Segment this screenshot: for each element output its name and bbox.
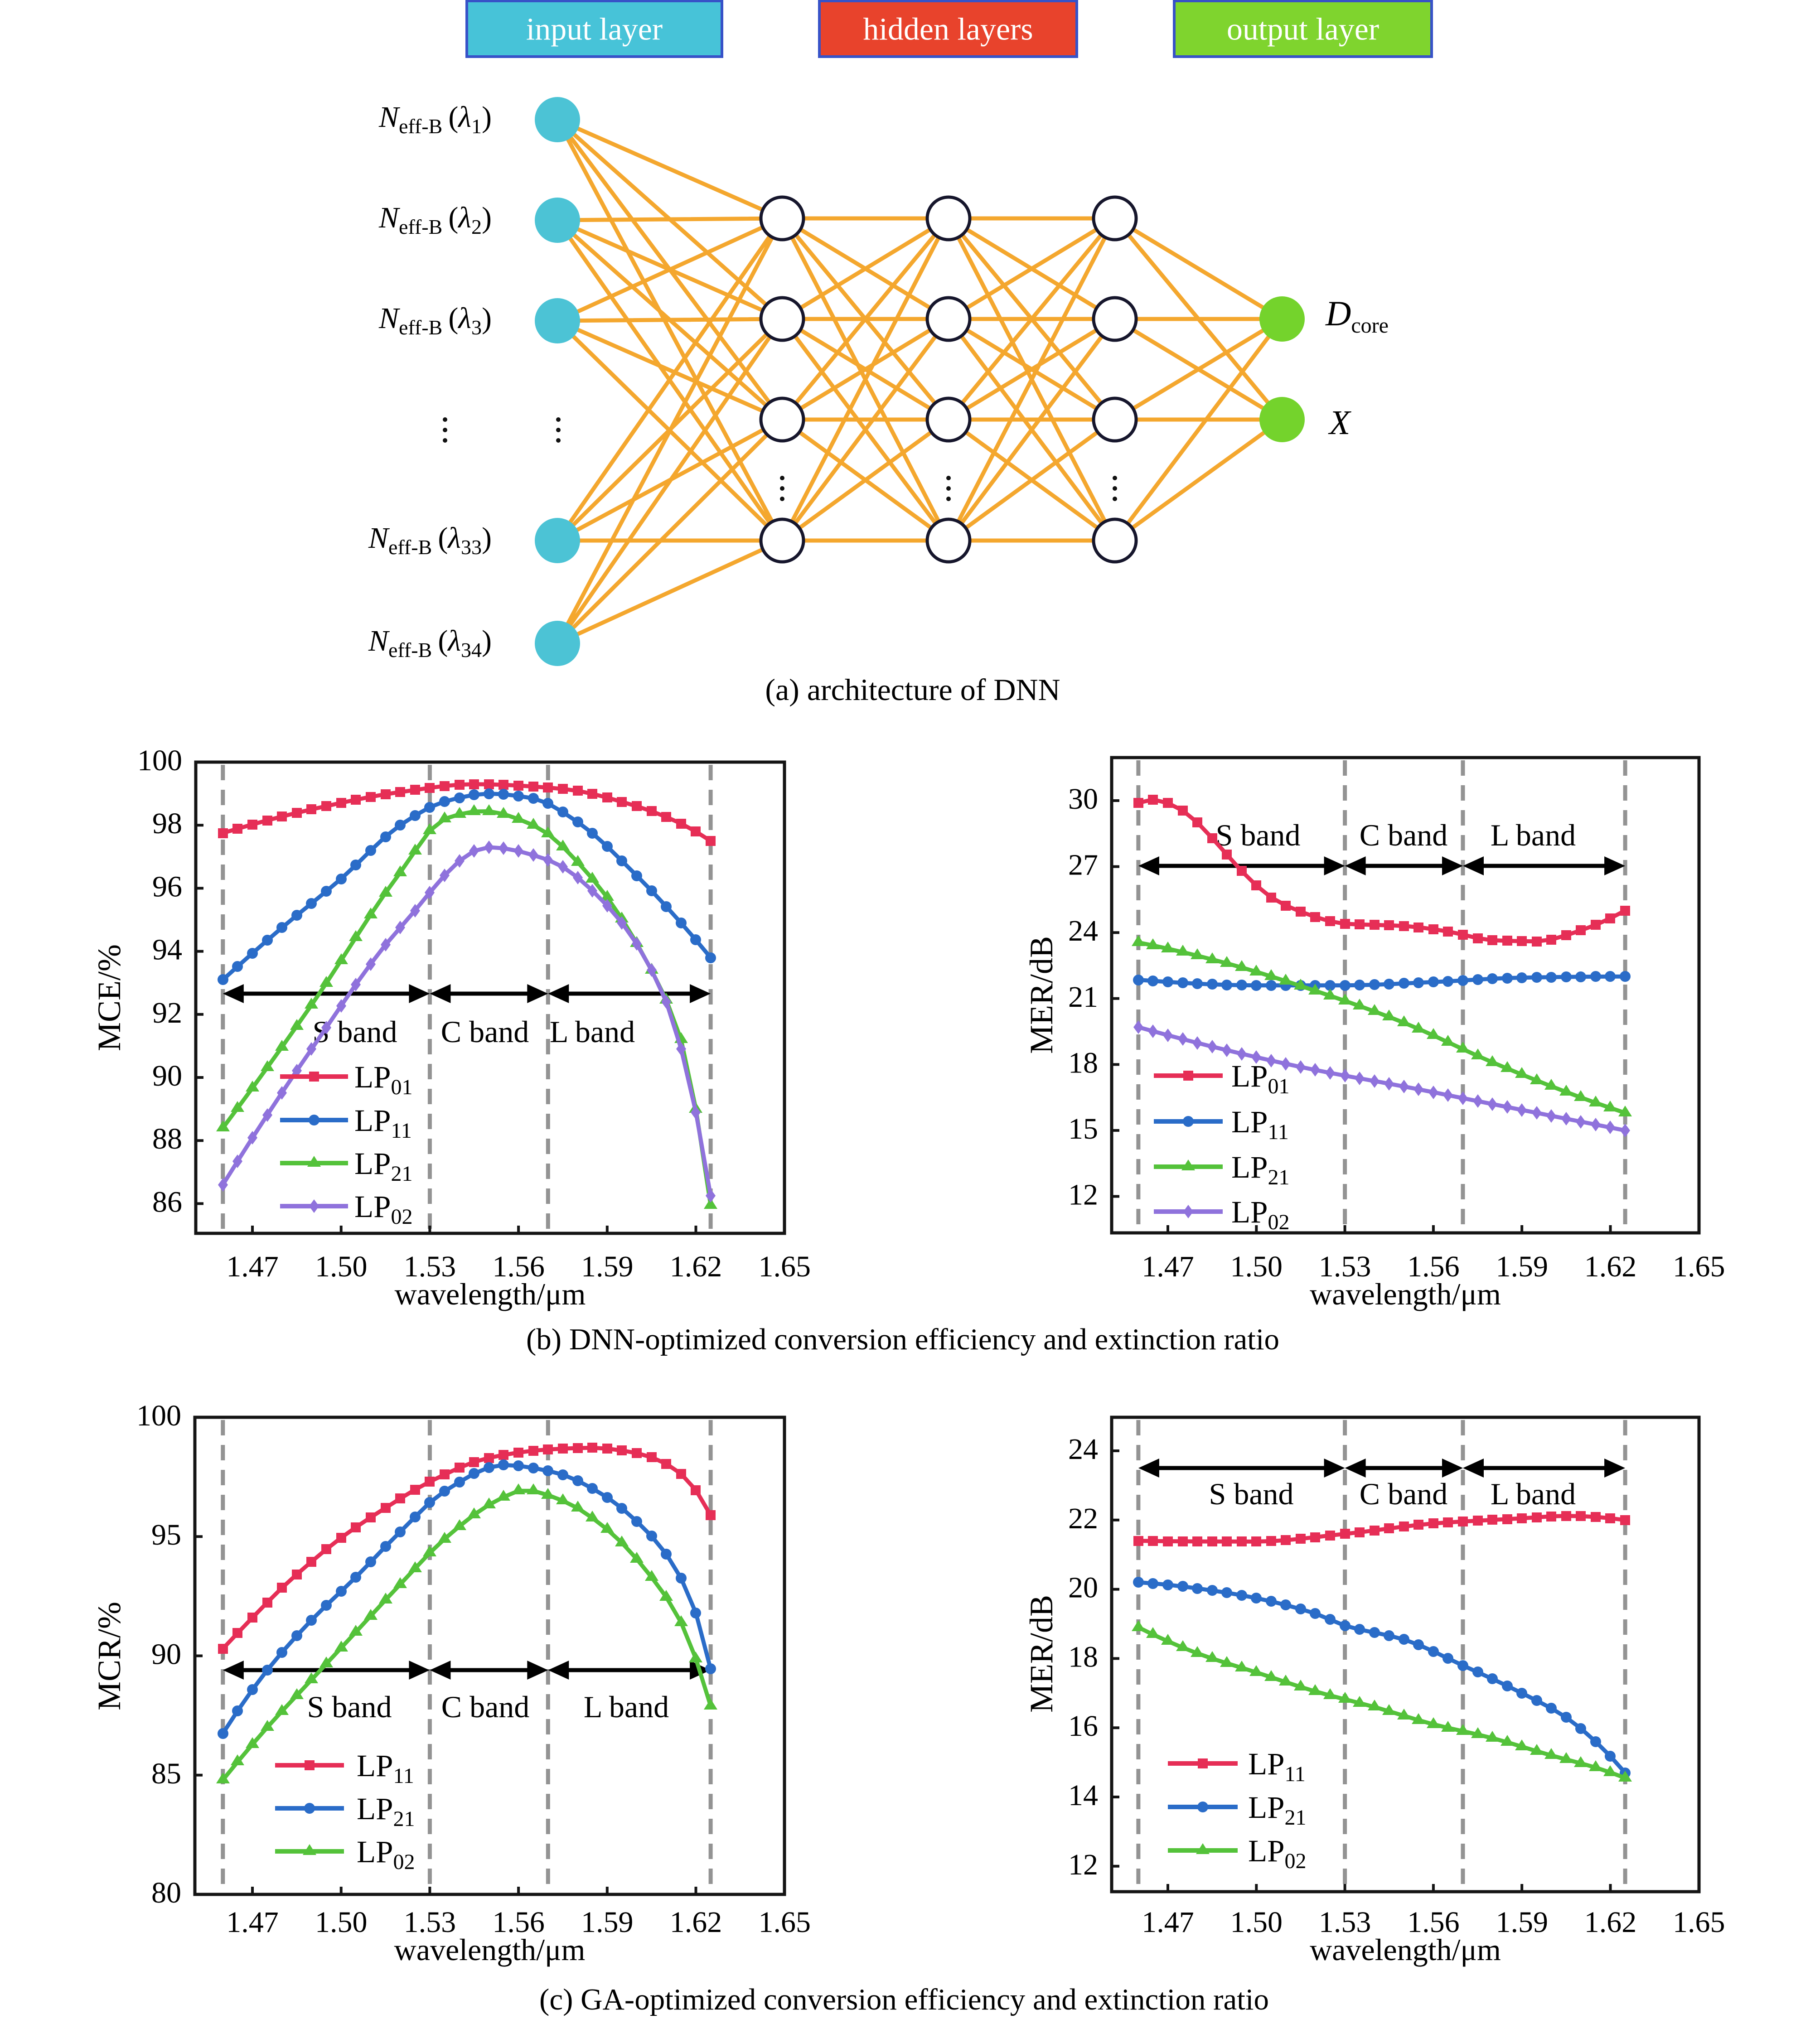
svg-text:output layer: output layer [1227, 12, 1379, 47]
svg-text:L band: L band [1491, 1477, 1576, 1511]
svg-text:22: 22 [1068, 1502, 1098, 1535]
svg-text:(c) GA-optimized conversion ef: (c) GA-optimized conversion efficiency a… [539, 1983, 1269, 2016]
svg-text:1.50: 1.50 [1230, 1906, 1283, 1939]
svg-text:1.56: 1.56 [1407, 1250, 1460, 1283]
svg-text:1.59: 1.59 [1496, 1250, 1548, 1283]
svg-text:1.53: 1.53 [1319, 1250, 1371, 1283]
svg-text:1.53: 1.53 [1319, 1906, 1371, 1939]
svg-text:30: 30 [1068, 782, 1098, 816]
svg-text:1.53: 1.53 [404, 1250, 456, 1283]
svg-text:1.56: 1.56 [492, 1906, 545, 1939]
svg-text:86: 86 [152, 1185, 182, 1218]
svg-text:1.47: 1.47 [1142, 1906, 1194, 1939]
svg-text:88: 88 [152, 1122, 182, 1155]
svg-text:LP02: LP02 [354, 1189, 413, 1229]
svg-text:1.65: 1.65 [758, 1906, 811, 1939]
svg-text:hidden layers: hidden layers [863, 12, 1033, 47]
svg-text:80: 80 [151, 1876, 181, 1909]
svg-text:20: 20 [1068, 1571, 1098, 1604]
svg-text:1.62: 1.62 [1584, 1250, 1637, 1283]
svg-text:S band: S band [1216, 818, 1301, 852]
svg-text:1.50: 1.50 [1230, 1250, 1283, 1283]
svg-text:1.59: 1.59 [581, 1906, 634, 1939]
svg-text:MCR/%: MCR/% [91, 1602, 127, 1710]
svg-text:C band: C band [1360, 1477, 1448, 1511]
svg-text:1.62: 1.62 [670, 1250, 722, 1283]
svg-text:MCE/%: MCE/% [91, 944, 127, 1051]
svg-text:C band: C band [441, 1014, 529, 1049]
svg-text:(b) DNN-optimized conversion e: (b) DNN-optimized conversion efficiency … [526, 1323, 1279, 1356]
svg-text:1.50: 1.50 [315, 1906, 368, 1939]
svg-text:85: 85 [151, 1757, 181, 1790]
svg-text:1.47: 1.47 [226, 1906, 279, 1939]
svg-text:1.62: 1.62 [670, 1906, 722, 1939]
svg-text:12: 12 [1068, 1848, 1098, 1881]
svg-text:S band: S band [1209, 1477, 1294, 1511]
svg-text:12: 12 [1068, 1179, 1098, 1212]
svg-text:15: 15 [1068, 1112, 1098, 1145]
svg-text:Neff-B (λ3): Neff-B (λ3) [378, 302, 492, 339]
svg-text:1.56: 1.56 [1407, 1906, 1460, 1939]
svg-text:C band: C band [441, 1690, 530, 1724]
svg-text:wavelength/μm: wavelength/μm [1310, 1277, 1501, 1311]
svg-text:18: 18 [1068, 1640, 1098, 1673]
svg-text:18: 18 [1068, 1046, 1098, 1079]
svg-text:1.47: 1.47 [1142, 1250, 1194, 1283]
svg-text:wavelength/μm: wavelength/μm [394, 1932, 586, 1967]
svg-text:C band: C band [1360, 818, 1448, 852]
svg-text:1.50: 1.50 [315, 1250, 368, 1283]
svg-text:94: 94 [152, 933, 182, 966]
svg-text:96: 96 [152, 870, 182, 903]
svg-text:1.65: 1.65 [1673, 1906, 1725, 1939]
svg-text:21: 21 [1068, 981, 1098, 1014]
svg-text:1.59: 1.59 [581, 1250, 634, 1283]
svg-text:MER/dB: MER/dB [1023, 1595, 1060, 1713]
svg-text:100: 100 [137, 744, 182, 777]
svg-text:Neff-B (λ33): Neff-B (λ33) [368, 522, 492, 559]
svg-text:L band: L band [584, 1690, 669, 1724]
svg-text:1.59: 1.59 [1496, 1906, 1548, 1939]
svg-text:S band: S band [307, 1690, 392, 1724]
svg-text:90: 90 [152, 1059, 182, 1092]
svg-text:L band: L band [550, 1014, 635, 1049]
svg-text:1.47: 1.47 [226, 1250, 279, 1283]
svg-text:1.65: 1.65 [758, 1250, 811, 1283]
svg-text:(a) architecture of DNN: (a) architecture of DNN [765, 672, 1060, 707]
svg-text:98: 98 [152, 807, 182, 840]
svg-text:1.62: 1.62 [1584, 1906, 1637, 1939]
svg-text:27: 27 [1068, 849, 1098, 882]
svg-text:95: 95 [151, 1518, 181, 1551]
svg-text:Neff-B (λ34): Neff-B (λ34) [368, 624, 492, 662]
svg-text:24: 24 [1068, 914, 1098, 947]
svg-text:Neff-B (λ2): Neff-B (λ2) [378, 201, 492, 238]
svg-text:24: 24 [1068, 1433, 1098, 1466]
svg-text:wavelength/μm: wavelength/μm [1310, 1932, 1501, 1967]
svg-text:1.53: 1.53 [404, 1906, 456, 1939]
svg-text:LP02: LP02 [1248, 1834, 1307, 1873]
svg-text:16: 16 [1068, 1710, 1098, 1743]
svg-text:X: X [1328, 404, 1351, 442]
svg-text:Neff-B (λ1): Neff-B (λ1) [378, 101, 492, 138]
svg-text:L band: L band [1491, 818, 1576, 852]
svg-text:92: 92 [152, 996, 182, 1029]
svg-text:100: 100 [136, 1399, 181, 1432]
svg-text:input layer: input layer [526, 12, 663, 47]
svg-text:14: 14 [1068, 1779, 1098, 1812]
svg-text:1.65: 1.65 [1673, 1250, 1725, 1283]
svg-text:wavelength/μm: wavelength/μm [395, 1277, 586, 1311]
svg-text:1.56: 1.56 [492, 1250, 545, 1283]
svg-text:90: 90 [151, 1638, 181, 1671]
svg-text:Dcore: Dcore [1325, 294, 1389, 338]
svg-text:MER/dB: MER/dB [1023, 936, 1060, 1054]
